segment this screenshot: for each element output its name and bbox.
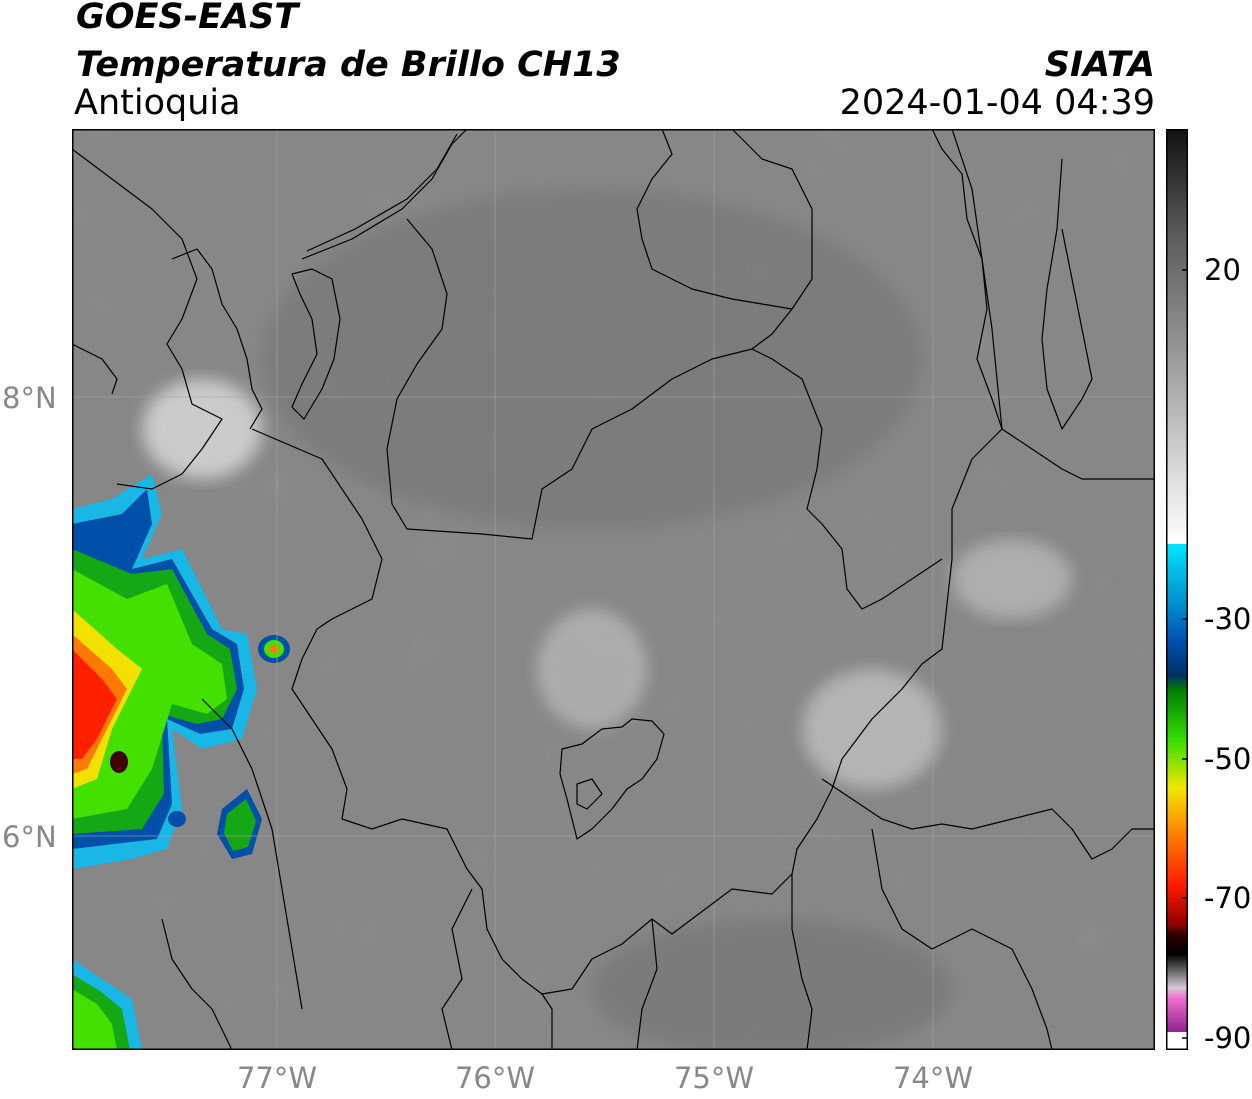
aburra-subdivision: [576, 778, 603, 810]
timestamp-label: 2024-01-04 04:39: [839, 83, 1155, 123]
coastline-northwest: [72, 148, 223, 490]
colorbar-label-minus70: -70: [1204, 881, 1252, 915]
cell-tiny: [168, 811, 186, 827]
convection-red: [72, 649, 117, 759]
colorbar-color-ramp: [1166, 544, 1188, 1032]
product-title: Temperatura de Brillo CH13: [76, 45, 621, 85]
colorbar-gray-ramp: [1166, 129, 1188, 544]
inner-border-east: [751, 348, 943, 610]
lon-label-74w: 74°W: [892, 1061, 974, 1095]
east-border: [1001, 428, 1155, 480]
northeast-border: [951, 129, 1003, 430]
aburra-valley: [559, 718, 665, 840]
light-cloud-ne: [952, 539, 1072, 619]
brightness-temperature-map: [72, 129, 1155, 1050]
lat-label-8n: 8°N: [2, 381, 57, 415]
south-border-4: [871, 828, 1053, 1050]
map-frame: [72, 129, 1155, 1050]
southeast-border: [821, 778, 1155, 860]
south-border-3: [636, 918, 658, 1050]
southwest-border: [161, 918, 233, 1050]
south-border-2: [791, 874, 813, 1050]
colorbar-label-minus90: -90: [1204, 1021, 1252, 1055]
organization-label: SIATA: [1044, 45, 1155, 85]
lon-label-76w: 76°W: [454, 1061, 536, 1095]
gridlines: [72, 129, 1155, 1050]
colorbar-bottom-white: [1166, 1032, 1188, 1050]
inner-border-ne: [731, 129, 813, 310]
gulf-east-shore: [291, 268, 341, 420]
north-coast-2: [306, 133, 458, 252]
dark-region-north: [262, 189, 922, 529]
lon-label-77w: 77°W: [236, 1061, 318, 1095]
light-cloud-west: [142, 379, 262, 479]
boundaries: [72, 129, 1155, 1050]
convection-bright-green: [72, 569, 227, 819]
lon-label-75w: 75°W: [673, 1061, 755, 1095]
region-subtitle: Antioquia: [74, 83, 241, 123]
gulf-west-shore: [171, 248, 263, 430]
colorbar-label-minus50: -50: [1204, 742, 1252, 776]
south-border-5: [441, 888, 473, 1050]
lat-label-6n: 6°N: [2, 820, 57, 854]
coast-pacific: [72, 343, 118, 395]
light-cloud-east: [802, 669, 942, 789]
far-east-border: [1041, 158, 1093, 430]
convective-cells: [72, 474, 290, 1050]
north-coast: [301, 129, 468, 260]
colorbar-label-20: 20: [1204, 253, 1241, 287]
dark-region-south: [592, 919, 952, 1050]
colorbar-label-minus30: -30: [1204, 602, 1252, 636]
convection-dark-core: [110, 751, 128, 773]
inner-border-north: [386, 129, 793, 540]
light-cloud-center: [537, 609, 647, 729]
satellite-title: GOES-EAST: [76, 0, 299, 37]
west-border-river: [201, 698, 303, 1010]
colorbar: [1166, 129, 1188, 1050]
south-border: [541, 993, 553, 1050]
